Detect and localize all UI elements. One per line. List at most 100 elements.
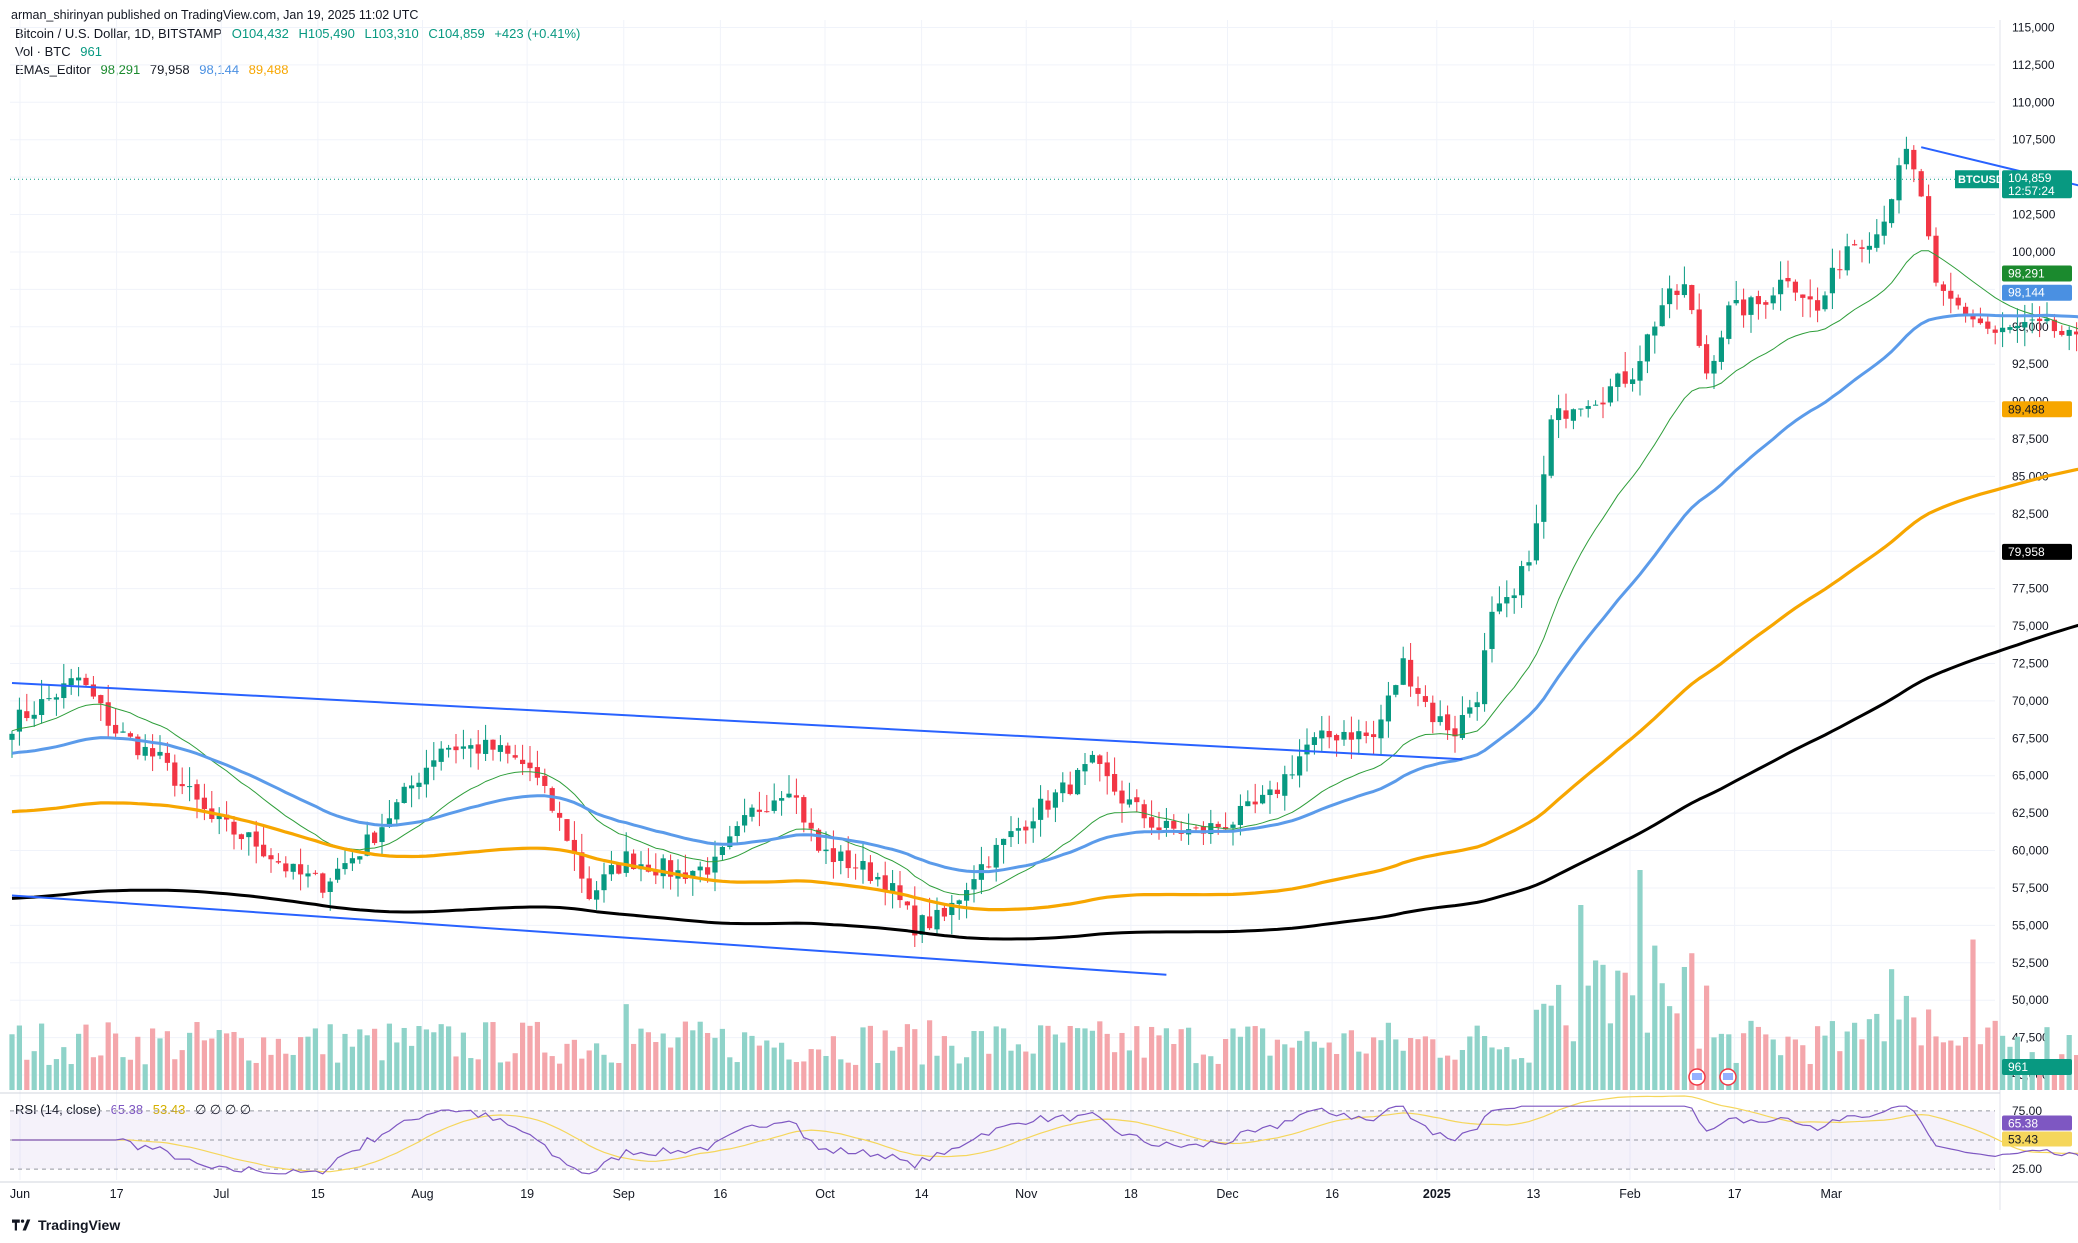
- volume-bar: [312, 1028, 318, 1090]
- flag-stripe: [1723, 1073, 1733, 1080]
- candle-body: [83, 677, 89, 686]
- candle-body: [616, 863, 622, 874]
- rsi-tick-label: 75.00: [2012, 1104, 2042, 1118]
- volume-bar: [1186, 1027, 1192, 1090]
- candle-body: [1341, 731, 1347, 740]
- volume-bar: [164, 1031, 170, 1090]
- volume-bar: [1408, 1037, 1414, 1090]
- candle-body: [253, 831, 259, 847]
- volume-bar: [564, 1043, 570, 1090]
- volume-bar: [379, 1060, 385, 1090]
- volume-bar: [527, 1025, 533, 1090]
- volume-bar: [283, 1053, 289, 1090]
- candle-body: [1903, 148, 1909, 165]
- volume-bar: [1585, 985, 1591, 1090]
- candle-body: [68, 678, 74, 686]
- candle-body: [1422, 696, 1428, 702]
- volume-bar: [779, 1042, 785, 1090]
- volume-bar: [1741, 1033, 1747, 1090]
- y-tick-label: 60,000: [2012, 844, 2049, 858]
- ema100-line: [11, 467, 2078, 912]
- volume-bar: [1126, 1050, 1132, 1090]
- volume-bar: [808, 1049, 814, 1090]
- ema100-value: 89,488: [248, 62, 289, 77]
- volume-bar: [275, 1038, 281, 1090]
- candle-body: [1985, 321, 1991, 329]
- volume-bar: [986, 1053, 992, 1090]
- rsi-badge-text: 65.38: [2008, 1117, 2038, 1131]
- volume-bar: [438, 1024, 444, 1090]
- volume-bar: [1659, 983, 1665, 1090]
- candle-body: [268, 855, 274, 860]
- candle-body: [1326, 731, 1332, 738]
- volume-bar: [364, 1035, 370, 1090]
- candle-body: [364, 834, 370, 856]
- volume-bar: [719, 1028, 725, 1090]
- volume-bar: [1067, 1025, 1073, 1090]
- volume-bar: [1193, 1063, 1199, 1090]
- x-tick-label: Mar: [1820, 1187, 1842, 1201]
- candle-body: [135, 736, 141, 756]
- volume-bar: [897, 1046, 903, 1090]
- candle-body: [527, 762, 533, 769]
- ema200-badge-text: 79,958: [2008, 545, 2045, 559]
- volume-bar: [1615, 970, 1621, 1090]
- volume-bar: [1600, 964, 1606, 1090]
- y-tick-label: 50,000: [2012, 993, 2049, 1007]
- volume-bar: [1311, 1041, 1317, 1090]
- volume-bar: [1200, 1054, 1206, 1090]
- volume-bar: [1237, 1036, 1243, 1090]
- candle-body: [2007, 327, 2013, 330]
- volume-bar: [1215, 1063, 1221, 1090]
- volume-bar: [934, 1055, 940, 1090]
- candle-body: [1615, 373, 1621, 387]
- candle-body: [283, 863, 289, 872]
- ema200-value: 79,958: [149, 62, 190, 77]
- volume-bar: [1082, 1028, 1088, 1090]
- rsi-ma-value: 53.43: [152, 1102, 186, 1117]
- volume-bar: [1504, 1047, 1510, 1090]
- volume-bar: [1023, 1051, 1029, 1090]
- volume-bar: [357, 1029, 363, 1090]
- volume-bar: [1149, 1026, 1155, 1090]
- candle-body: [660, 858, 666, 877]
- candle-body: [335, 868, 341, 880]
- volume-bar: [1334, 1053, 1340, 1090]
- candle-body: [497, 745, 503, 752]
- candle-body: [571, 839, 577, 854]
- candle-body: [290, 863, 296, 872]
- volume-bar: [1970, 939, 1976, 1090]
- candle-body: [1334, 735, 1340, 741]
- candle-body: [1163, 820, 1169, 828]
- candle-body: [1600, 402, 1606, 405]
- candle-body: [127, 733, 133, 737]
- candle-body: [16, 709, 22, 732]
- volume-bar: [90, 1057, 96, 1090]
- volume-bar: [187, 1032, 193, 1090]
- volume-bar: [1903, 995, 1909, 1090]
- volume-bar: [734, 1062, 740, 1090]
- candle-body: [1437, 716, 1443, 723]
- y-tick-label: 75,000: [2012, 619, 2049, 633]
- rsi-ma-line: [12, 1095, 2078, 1173]
- candle-body: [1230, 824, 1236, 828]
- candle-body: [379, 827, 385, 843]
- volume-bar: [1001, 1028, 1007, 1090]
- volume-bar: [298, 1037, 304, 1090]
- volume-bar: [853, 1064, 859, 1090]
- volume-bar: [653, 1042, 659, 1090]
- volume-bar: [1459, 1049, 1465, 1090]
- candle-body: [860, 861, 866, 870]
- volume-bar: [1089, 1030, 1095, 1090]
- volume-bar: [712, 1037, 718, 1090]
- volume-bar: [1474, 1025, 1480, 1090]
- volume-bar: [1134, 1026, 1140, 1090]
- volume-bar: [1859, 1039, 1865, 1090]
- candle-body: [1289, 774, 1295, 776]
- volume-bar: [1356, 1051, 1362, 1090]
- volume-bar: [238, 1038, 244, 1090]
- trendline: [1920, 146, 2078, 187]
- volume-bar: [246, 1060, 252, 1090]
- volume-bar: [1911, 1017, 1917, 1090]
